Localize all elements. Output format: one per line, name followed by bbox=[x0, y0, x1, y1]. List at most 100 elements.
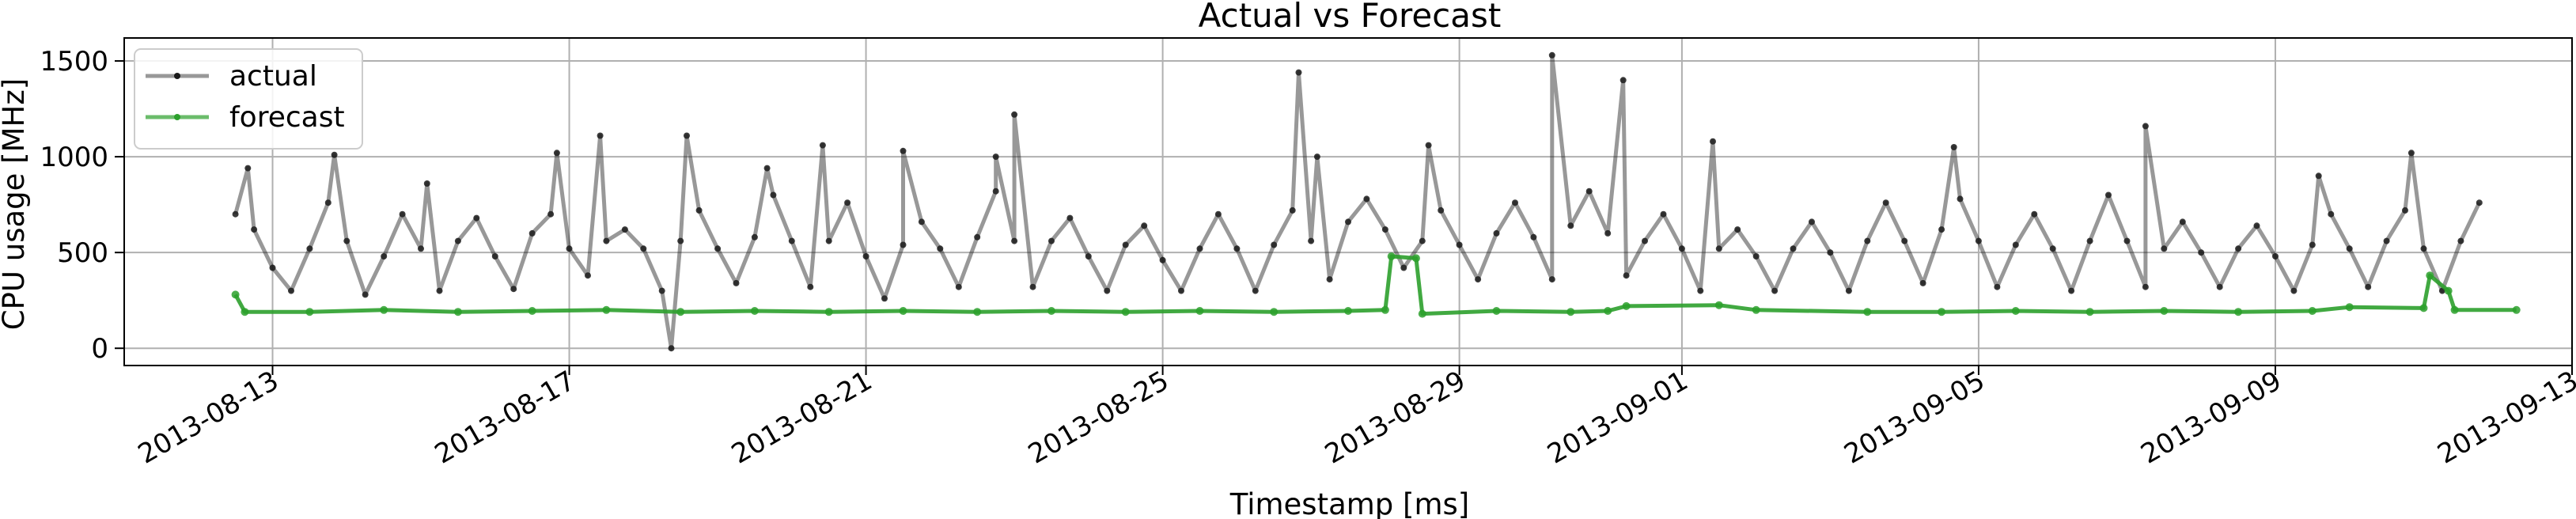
x-tick-label: 2013-08-25 bbox=[1023, 365, 1174, 470]
actual-point bbox=[553, 150, 560, 157]
actual-point bbox=[1381, 226, 1388, 233]
x-tick-label: 2013-09-13 bbox=[2432, 365, 2576, 470]
x-tick-label: 2013-08-13 bbox=[133, 365, 284, 470]
y-axis-label: CPU usage [MHz] bbox=[0, 78, 31, 330]
actual-point bbox=[2049, 245, 2056, 252]
actual-point bbox=[1975, 237, 1982, 244]
x-tick-label: 2013-08-21 bbox=[726, 365, 877, 470]
actual-point bbox=[343, 237, 350, 244]
actual-point bbox=[1864, 237, 1871, 244]
actual-point bbox=[1345, 218, 1351, 225]
legend: actual forecast bbox=[134, 48, 363, 150]
forecast-point bbox=[305, 308, 314, 316]
y-tick-label: 1000 bbox=[40, 142, 108, 173]
actual-point bbox=[1419, 237, 1426, 244]
actual-point bbox=[418, 245, 424, 252]
forecast-point bbox=[1752, 305, 1760, 314]
grid-lines bbox=[124, 38, 2573, 366]
actual-point bbox=[251, 226, 258, 233]
forecast-point bbox=[750, 307, 759, 315]
actual-point bbox=[733, 279, 740, 286]
forecast-point bbox=[1604, 307, 1612, 315]
actual-point bbox=[1512, 199, 1518, 206]
forecast-point bbox=[1195, 307, 1204, 315]
actual-point bbox=[510, 286, 517, 293]
actual-point bbox=[937, 245, 944, 252]
actual-point bbox=[1585, 188, 1593, 195]
actual-point bbox=[2315, 172, 2322, 180]
actual-point bbox=[1048, 237, 1055, 244]
actual-point bbox=[825, 237, 832, 244]
actual-point bbox=[381, 253, 388, 260]
actual-point bbox=[566, 245, 573, 252]
actual-point bbox=[2476, 199, 2483, 206]
actual-point bbox=[1289, 206, 1296, 214]
actual-point bbox=[2420, 245, 2427, 252]
actual-point bbox=[1456, 241, 1463, 248]
actual-point bbox=[1178, 287, 1184, 294]
forecast-point bbox=[1387, 252, 1396, 260]
actual-point bbox=[547, 210, 555, 218]
actual-point bbox=[1313, 153, 1320, 161]
plot-frame bbox=[123, 37, 2573, 366]
actual-point bbox=[955, 283, 962, 290]
actual-point bbox=[1660, 210, 1667, 218]
x-tick-label: 2013-09-01 bbox=[1542, 365, 1693, 470]
actual-point bbox=[992, 153, 999, 161]
forecast-point bbox=[602, 305, 611, 314]
actual-point bbox=[640, 245, 647, 252]
actual-point bbox=[2407, 150, 2415, 157]
actual-point bbox=[2012, 241, 2019, 248]
forecast-point bbox=[824, 308, 833, 316]
actual-point bbox=[684, 132, 690, 139]
actual-point bbox=[2123, 237, 2131, 244]
actual-point bbox=[621, 226, 628, 233]
actual-point bbox=[1845, 287, 1852, 294]
forecast-point bbox=[1047, 307, 1055, 315]
forecast-line bbox=[233, 254, 2517, 316]
actual-point bbox=[1548, 51, 1555, 59]
actual-point bbox=[1619, 77, 1627, 84]
actual-point bbox=[1678, 245, 1685, 252]
forecast-point bbox=[2234, 308, 2243, 316]
actual-point bbox=[974, 233, 981, 241]
actual-point bbox=[2142, 123, 2149, 130]
actual-point bbox=[900, 241, 907, 248]
actual-point bbox=[1715, 245, 1722, 252]
x-tick-label: 2013-09-05 bbox=[1839, 365, 1990, 470]
actual-point bbox=[1734, 226, 1741, 233]
forecast-point bbox=[973, 308, 982, 316]
actual-point bbox=[1085, 253, 1092, 260]
chart-title: Actual vs Forecast bbox=[1199, 0, 1502, 35]
actual-point bbox=[2198, 249, 2205, 256]
x-tick-label: 2013-08-17 bbox=[430, 365, 581, 470]
forecast-point bbox=[1714, 301, 1723, 309]
actual-point bbox=[2365, 283, 2372, 290]
actual-point bbox=[244, 165, 252, 172]
forecast-point bbox=[453, 308, 462, 316]
actual-point bbox=[1295, 69, 1302, 76]
actual-point bbox=[269, 264, 276, 271]
actual-point bbox=[900, 147, 907, 154]
x-tick-label: 2013-09-09 bbox=[2135, 365, 2286, 470]
actual-point bbox=[751, 233, 758, 241]
forecast-series bbox=[231, 252, 2521, 318]
actual-point bbox=[1233, 245, 1241, 252]
forecast-point bbox=[1938, 308, 1946, 316]
actual-point bbox=[2068, 287, 2075, 294]
actual-point bbox=[658, 287, 665, 294]
actual-point bbox=[1104, 287, 1111, 294]
actual-point bbox=[597, 132, 604, 139]
forecast-point bbox=[1381, 305, 1389, 314]
actual-series bbox=[232, 51, 2483, 352]
actual-point bbox=[881, 295, 888, 302]
actual-point bbox=[1252, 287, 1259, 294]
actual-point bbox=[2105, 191, 2112, 199]
legend-actual-label: actual bbox=[229, 60, 317, 93]
y-axis-ticks: 0 500 1000 1500 bbox=[40, 46, 124, 365]
actual-point bbox=[1011, 237, 1018, 244]
actual-point bbox=[1827, 249, 1834, 256]
actual-point bbox=[1493, 229, 1500, 237]
actual-point bbox=[714, 245, 722, 252]
actual-point bbox=[677, 237, 684, 244]
